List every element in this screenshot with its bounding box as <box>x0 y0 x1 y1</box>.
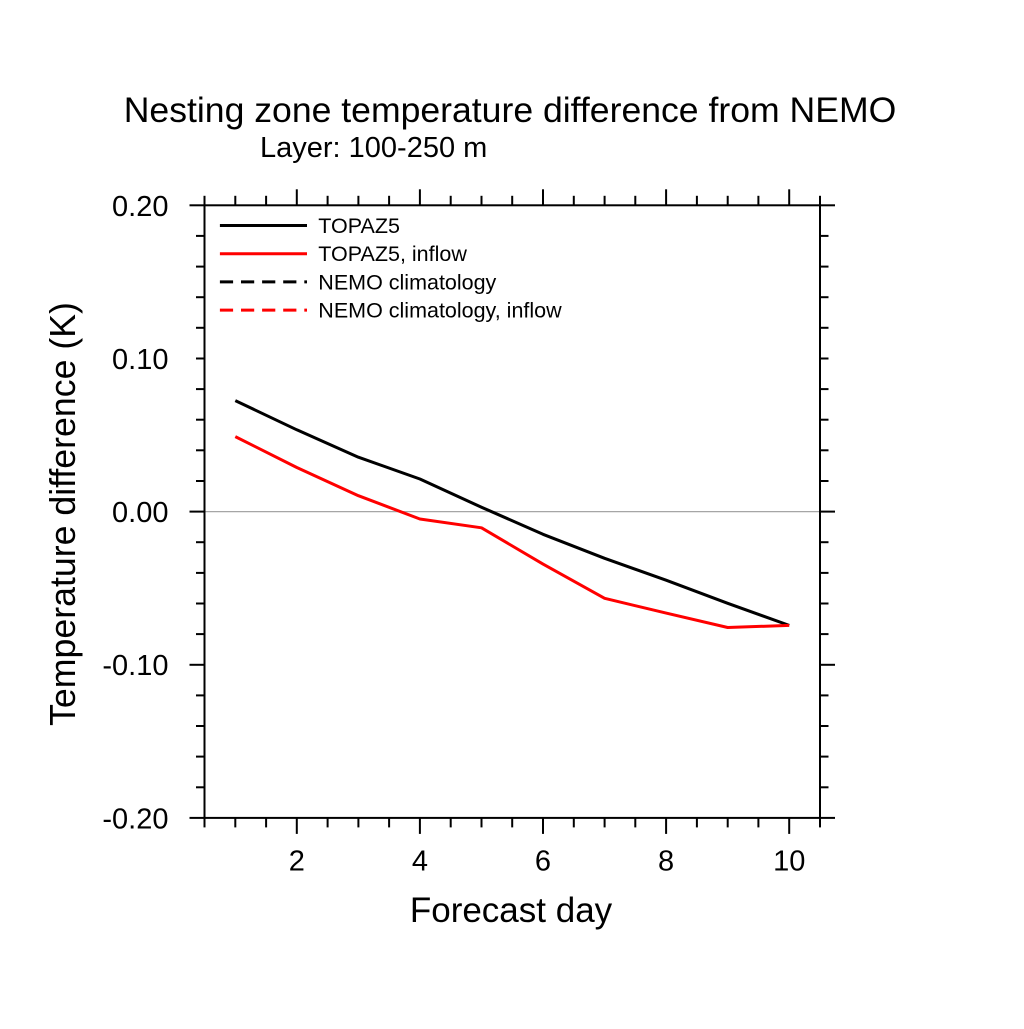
svg-text:NEMO climatology, inflow: NEMO climatology, inflow <box>318 299 562 323</box>
svg-text:Temperature difference (K): Temperature difference (K) <box>43 302 83 726</box>
svg-text:0.10: 0.10 <box>112 344 168 376</box>
svg-text:TOPAZ5: TOPAZ5 <box>318 214 400 238</box>
svg-text:10: 10 <box>773 846 805 878</box>
svg-text:TOPAZ5, inflow: TOPAZ5, inflow <box>318 242 467 266</box>
svg-text:Nesting zone temperature diffe: Nesting zone temperature difference from… <box>124 90 897 130</box>
svg-text:2: 2 <box>289 846 305 878</box>
svg-text:4: 4 <box>412 846 428 878</box>
svg-text:Forecast day: Forecast day <box>410 891 613 930</box>
svg-text:-0.10: -0.10 <box>102 650 168 682</box>
svg-text:8: 8 <box>658 846 674 878</box>
svg-text:NEMO climatology: NEMO climatology <box>318 270 496 294</box>
svg-text:-0.20: -0.20 <box>102 803 168 835</box>
svg-text:Layer: 100-250 m: Layer: 100-250 m <box>260 132 487 164</box>
svg-text:6: 6 <box>535 846 551 878</box>
svg-text:0.20: 0.20 <box>112 191 168 223</box>
svg-text:0.00: 0.00 <box>112 497 168 529</box>
